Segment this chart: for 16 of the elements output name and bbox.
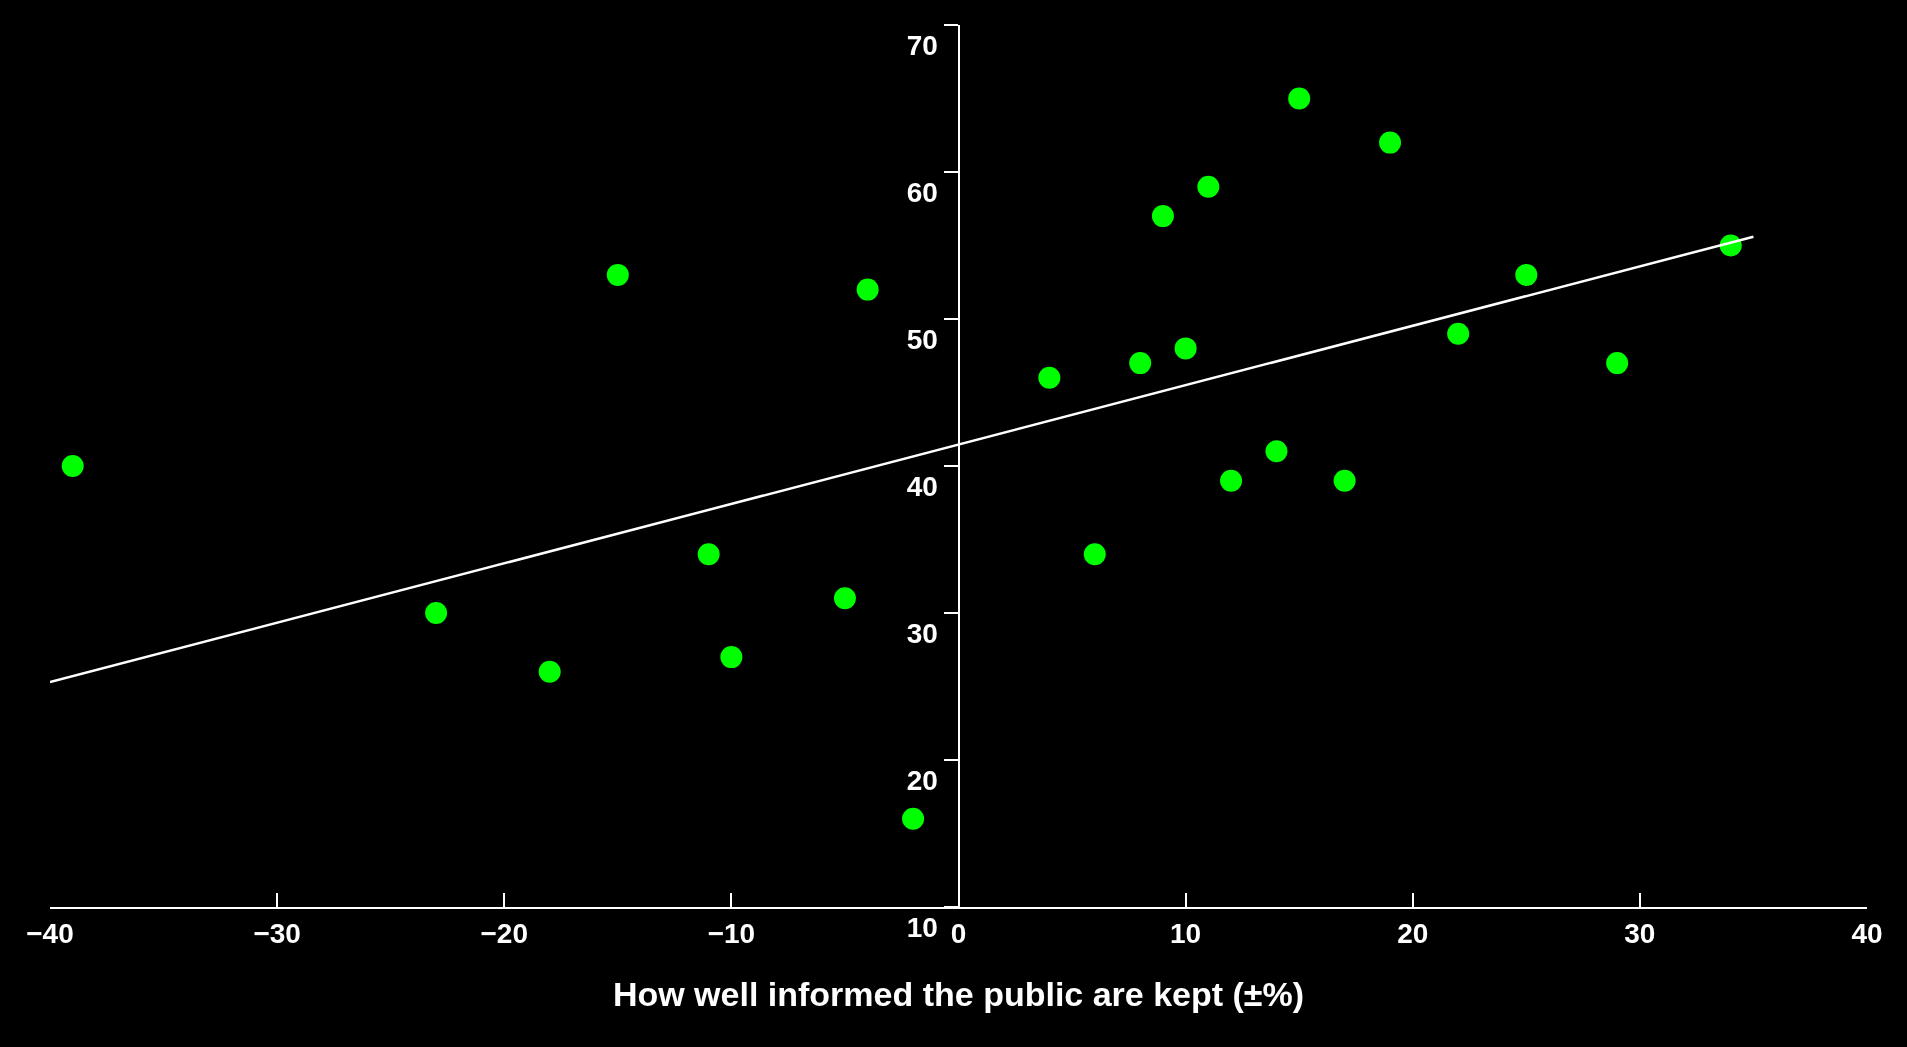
y-tick-label: 50 [906, 323, 938, 355]
y-tick-label: 20 [906, 764, 938, 796]
y-tick-label: 60 [906, 176, 938, 208]
y-tick-label: 30 [906, 617, 938, 649]
x-tick-label: 40 [1851, 917, 1883, 949]
x-axis-title: How well informed the public are kept (±%) [612, 975, 1305, 1014]
x-tick-label: −40 [26, 917, 74, 949]
x-tick-label: −30 [253, 917, 301, 949]
y-tick-label: 40 [906, 470, 938, 502]
y-tick-label: 70 [906, 29, 938, 61]
x-tick-label: 20 [1397, 917, 1429, 949]
x-tick-label: 10 [1170, 917, 1202, 949]
x-tick-label: 0 [950, 917, 967, 949]
x-tick-label: −20 [480, 917, 528, 949]
x-tick-label: −10 [707, 917, 756, 949]
x-tick-label: 30 [1624, 917, 1656, 949]
